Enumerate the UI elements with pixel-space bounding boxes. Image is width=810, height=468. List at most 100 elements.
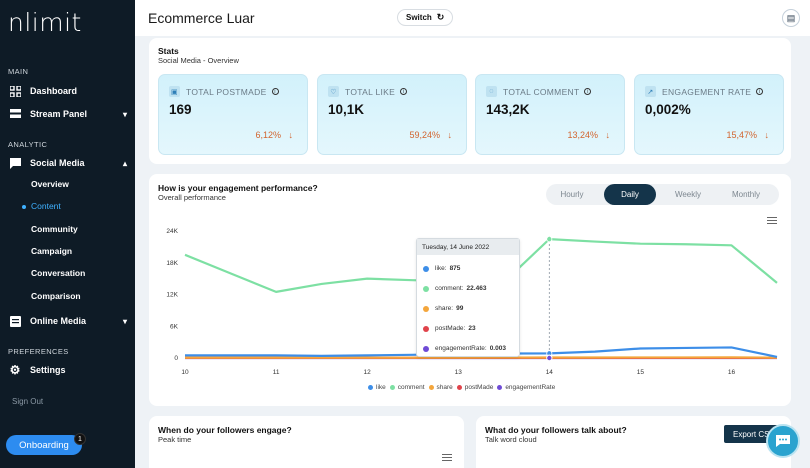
followers-engage-card: When do your followers engage? Peak time [149,416,464,468]
legend-item-postMade[interactable]: postMade [456,384,494,391]
followers-talk-subtitle: Talk word cloud [485,435,537,444]
chart-tooltip: Tuesday, 14 June 2022 like: 875 comment: 2… [416,238,520,357]
chat-support-icon[interactable] [766,424,800,458]
export-csv-button[interactable]: Export CS [724,425,779,443]
nav-stream-panel[interactable]: Stream Panel ▾ [9,107,127,121]
legend-item-comment[interactable]: comment [389,384,425,391]
sub-comparison[interactable]: Comparison [31,291,81,301]
stream-panel-icon [9,108,21,120]
info-icon[interactable]: i [584,88,592,95]
nav-dashboard[interactable]: Dashboard [9,84,127,98]
sub-content[interactable]: Content [22,201,61,211]
x-tick-label: 14 [546,369,554,376]
tab-weekly[interactable]: Weekly [674,190,702,199]
stats-subtitle: Social Media - Overview [158,56,239,65]
onboarding-button[interactable]: Onboarding [6,435,82,455]
stat-change-value: 13,24% [567,130,598,140]
followers-talk-card: What do your followers talk about? Talk … [476,416,791,468]
stat-label: TOTAL LIKE [345,86,396,97]
info-icon[interactable]: i [756,88,764,95]
stat-label: TOTAL POSTMADE [186,86,267,97]
section-main: MAIN [8,67,29,76]
sign-out-link[interactable]: Sign Out [12,397,44,406]
x-tick-label: 16 [728,369,736,376]
stat-change: 59,24% ↓ [409,130,452,140]
engagement-chart: 0 6K 12K 18K 24K 10 11 12 13 14 15 16 [166,228,778,376]
nav-online-media[interactable]: Online Media ▾ [9,314,127,328]
nav-social-media[interactable]: Social Media ▴ [9,156,127,170]
arrow-down-icon: ↓ [288,130,294,140]
x-tick-label: 12 [364,369,372,376]
sub-community[interactable]: Community [31,224,78,234]
arrow-down-icon: ↓ [764,130,770,140]
y-tick-label: 24K [166,228,178,235]
stat-change: 6,12% ↓ [255,130,293,140]
sidebar: nlimit MAIN Dashboard Stream Panel ▾ ANA… [0,0,135,468]
chevron-up-icon: ▴ [122,158,127,168]
nav-dashboard-label: Dashboard [30,86,78,96]
tooltip-date: Tuesday, 14 June 2022 [417,239,519,255]
legend-item-share[interactable]: share [428,384,453,391]
legend-swatch [497,385,503,390]
legend-item-like[interactable]: like [368,384,386,391]
stat-value: 0,002% [645,102,691,117]
post-icon: ▣ [169,86,180,97]
section-preferences: PREFERENCES [8,347,69,356]
stat-label: ENGAGEMENT RATE [662,86,752,97]
sub-campaign[interactable]: Campaign [31,246,73,256]
refresh-icon: ↻ [436,12,445,22]
legend-swatch [428,385,434,390]
tab-monthly[interactable]: Monthly [731,190,760,199]
stats-card: Stats Social Media - Overview ▣ TOTAL POS… [149,38,791,164]
stat-change: 15,47% ↓ [726,130,769,140]
onboarding-badge: 1 [74,433,86,445]
nav-social-media-label: Social Media [30,158,85,168]
legend-label: postMade [464,384,494,391]
nav-stream-panel-label: Stream Panel [30,109,88,119]
sub-conversation[interactable]: Conversation [31,268,86,278]
legend-label: like [376,384,386,391]
followers-engage-title: When do your followers engage? [158,425,292,435]
arrow-down-icon: ↓ [605,130,611,140]
stat-value: 169 [169,102,192,117]
like-icon: ♡ [328,86,339,97]
legend-swatch [368,385,373,390]
switch-button[interactable]: Switch ↻ [397,9,454,26]
sub-content-label: Content [31,201,61,211]
tab-daily[interactable]: Daily [604,184,656,205]
tooltip-row-like: like: 875 [423,265,460,272]
nav-settings[interactable]: ⚙ Settings [9,363,127,377]
gear-icon: ⚙ [9,363,21,377]
stats-title: Stats [158,46,179,56]
legend-swatch [456,385,462,390]
tooltip-row-engagementrate: engagementRate: 0.003 [423,345,506,352]
x-tick-label: 15 [637,369,645,376]
x-tick-label: 11 [273,369,280,376]
tab-hourly[interactable]: Hourly [560,190,584,199]
calendar-icon[interactable]: ▤ [782,9,800,27]
chart-menu-icon[interactable] [767,217,777,226]
stat-change-value: 15,47% [726,130,757,140]
y-tick-label: 18K [166,260,178,267]
stat-card-like: ♡ TOTAL LIKE i 10,1K 59,24% ↓ [317,74,467,155]
dashboard-icon [9,85,21,97]
logo: nlimit [8,8,82,37]
peak-time-menu-icon[interactable] [442,454,452,463]
legend-item-engagementRate[interactable]: engagementRate [497,384,555,391]
info-icon[interactable]: i [400,88,408,95]
info-icon[interactable]: i [271,88,279,95]
stat-label: TOTAL COMMENT [503,86,580,97]
sub-overview[interactable]: Overview [31,179,69,189]
nav-online-media-label: Online Media [30,316,87,326]
legend-swatch [389,385,395,390]
legend-label: engagementRate [505,384,556,391]
period-selector: Hourly Daily Weekly Monthly [546,184,779,205]
chevron-down-icon: ▾ [122,316,127,326]
stat-card-postmade: ▣ TOTAL POSTMADE i 169 6,12% ↓ [158,74,308,155]
y-tick-label: 6K [170,323,179,330]
arrow-down-icon: ↓ [447,130,453,140]
tooltip-row-postmade: postMade: 23 [423,325,476,332]
x-tick-label: 10 [181,369,189,376]
stat-card-comment: ◌ TOTAL COMMENT i 143,2K 13,24% ↓ [475,74,625,155]
performance-title: How is your engagement performance? [158,183,318,193]
